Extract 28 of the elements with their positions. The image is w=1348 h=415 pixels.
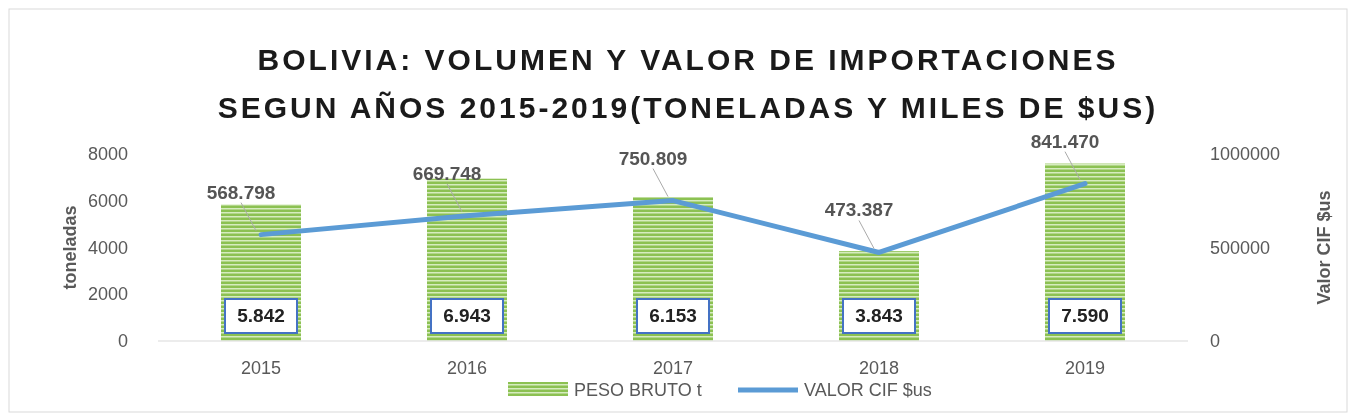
y-tick-label: 4000 xyxy=(87,237,128,258)
data-label: 3.843 xyxy=(855,305,903,326)
data-label: 568.798 xyxy=(206,181,276,203)
chart-title: BOLIVIA: VOLUMEN Y VALOR DE IMPORTACIONES SEGUN AÑOS 2015-2019(TONELADAS Y MILES DE $US) xyxy=(217,43,1159,124)
data-label: 7.590 xyxy=(1061,305,1109,326)
y2-tick-label: 500000 xyxy=(1210,237,1271,258)
y-tick-label: 8000 xyxy=(87,144,128,164)
y2-tick-label: 0 xyxy=(1210,331,1221,351)
y-tick-label: 6000 xyxy=(87,190,128,211)
legend-label: VALOR CIF $us xyxy=(804,380,932,400)
data-label: 473.387 xyxy=(824,199,894,221)
data-label: 841.470 xyxy=(1030,130,1100,152)
y-tick-label: 0 xyxy=(117,331,128,351)
x-tick-label: 2016 xyxy=(446,358,488,378)
y-tick-label: 2000 xyxy=(87,284,128,305)
data-label: 6.943 xyxy=(443,305,491,326)
x-tick-label: 2017 xyxy=(652,358,694,378)
y2-tick-label: 1000000 xyxy=(1210,144,1281,164)
data-label: 750.809 xyxy=(618,147,688,169)
legend-label: PESO BRUTO t xyxy=(574,380,702,400)
y-axis-title: toneladas xyxy=(60,205,80,290)
data-label: 5.842 xyxy=(237,305,285,326)
x-tick-label: 2019 xyxy=(1064,358,1106,378)
data-label: 669.748 xyxy=(412,162,482,184)
data-label: 6.153 xyxy=(649,305,697,326)
x-tick-label: 2018 xyxy=(858,358,900,378)
x-tick-label: 2015 xyxy=(240,358,282,378)
y2-axis-title: Valor CIF $us xyxy=(1314,190,1334,305)
